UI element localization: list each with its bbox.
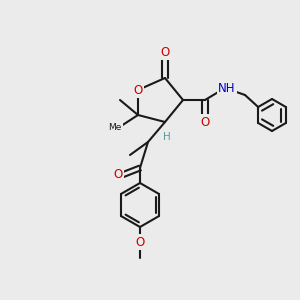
Text: Me: Me bbox=[108, 124, 122, 133]
Text: O: O bbox=[113, 169, 123, 182]
Text: NH: NH bbox=[218, 82, 236, 94]
Text: O: O bbox=[134, 83, 142, 97]
Text: O: O bbox=[135, 236, 145, 248]
Text: O: O bbox=[200, 116, 210, 128]
Text: H: H bbox=[163, 132, 171, 142]
Text: O: O bbox=[160, 46, 169, 59]
